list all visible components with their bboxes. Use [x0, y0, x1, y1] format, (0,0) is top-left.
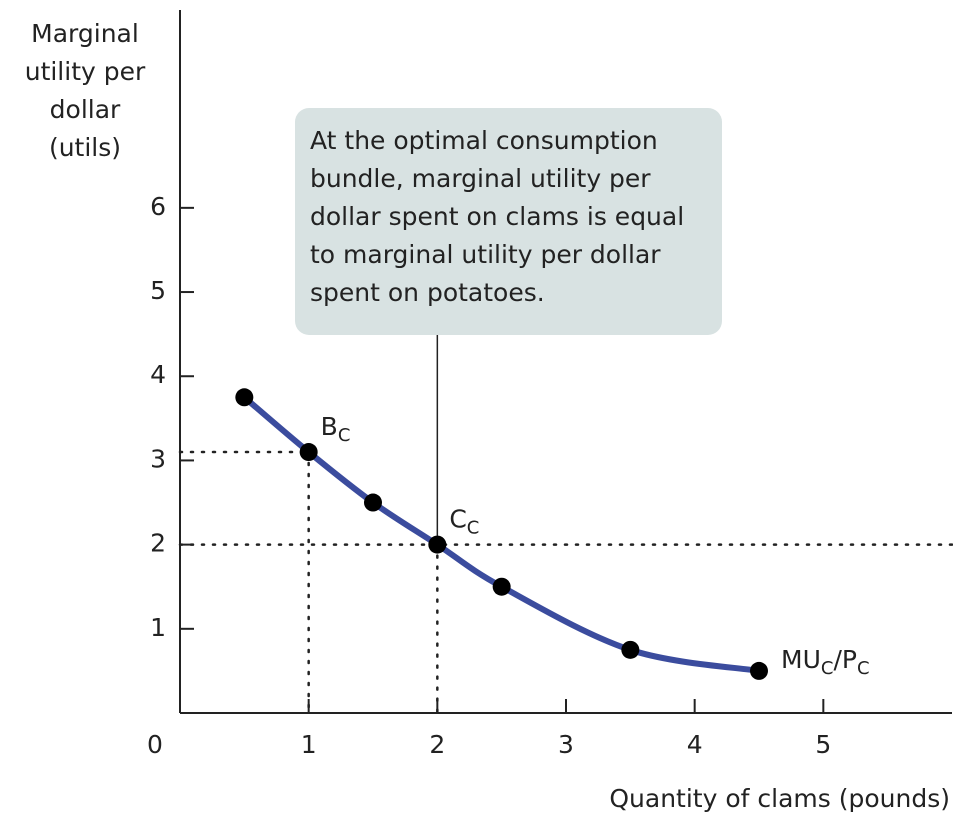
y-axis-label: Marginal — [31, 19, 139, 48]
y-tick-label: 5 — [150, 276, 166, 305]
point-label-main: B — [321, 412, 338, 441]
y-axis-label: (utils) — [49, 133, 121, 162]
x-tick-label: 4 — [687, 730, 703, 759]
x-tick-label: 1 — [301, 730, 317, 759]
y-tick-label: 4 — [150, 360, 166, 389]
point — [492, 577, 511, 596]
point-label-sub: C — [338, 425, 351, 446]
y-axis-label: utility per — [25, 57, 146, 86]
point — [750, 661, 768, 680]
x-tick-label: 5 — [815, 730, 831, 759]
y-tick-label: 6 — [150, 192, 166, 221]
series-label-part: C — [821, 658, 834, 679]
point — [364, 493, 382, 512]
x-tick-label: 3 — [558, 730, 574, 759]
x-tick-label: 0 — [147, 730, 163, 759]
series-label-part: C — [857, 658, 870, 679]
annotation-text: spent on potatoes. — [310, 278, 545, 307]
x-axis-label: Quantity of clams (pounds) — [609, 784, 950, 813]
point-label: CC — [449, 505, 479, 539]
y-tick-label: 1 — [150, 613, 166, 642]
annotation-box — [295, 108, 722, 335]
point — [621, 640, 640, 659]
series-label-part: MU — [781, 645, 821, 674]
point-label-sub: C — [467, 518, 480, 539]
point — [235, 388, 254, 407]
y-tick-label: 3 — [150, 444, 166, 473]
point-label: BC — [321, 412, 351, 446]
annotation-text: dollar spent on clams is equal — [310, 202, 684, 231]
point — [428, 535, 447, 554]
annotation-text: At the optimal consumption — [310, 126, 658, 155]
point-label-main: C — [449, 505, 466, 534]
y-axis-label: dollar — [50, 95, 121, 124]
annotation-text: to marginal utility per dollar — [310, 240, 661, 269]
point — [299, 443, 318, 462]
series-label: MUC/PC — [781, 645, 870, 679]
x-tick-label: 2 — [429, 730, 445, 759]
annotation-text: bundle, marginal utility per — [310, 164, 651, 193]
series-label-part: /P — [833, 645, 857, 674]
y-tick-label: 2 — [150, 529, 166, 558]
